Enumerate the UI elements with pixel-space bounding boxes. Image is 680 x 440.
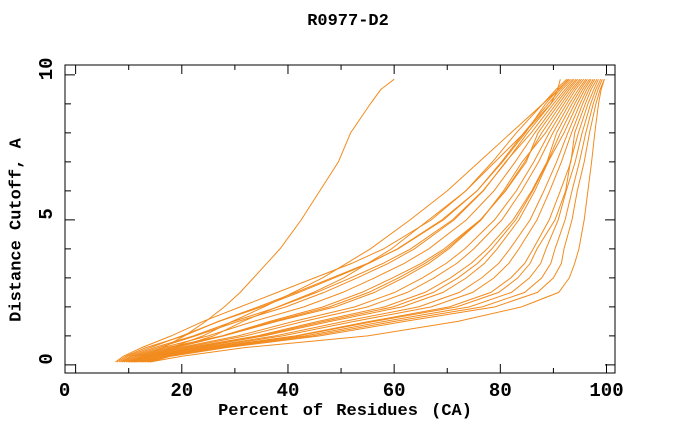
model-curve: [115, 78, 568, 363]
x-tick-label: 80: [489, 380, 512, 402]
y-tick-label: 10: [36, 57, 58, 80]
model-curve: [144, 78, 599, 363]
model-curve: [132, 78, 587, 363]
model-curve: [149, 79, 605, 363]
x-tick-label: 0: [59, 380, 70, 402]
model-curve: [123, 78, 577, 363]
x-tick-label: 20: [170, 380, 193, 402]
chart-title: R0977-D2: [307, 12, 389, 31]
model-curve: [149, 79, 605, 363]
y-tick-label: 0: [36, 353, 58, 364]
x-axis-label: Percent of Residues (CA): [218, 402, 472, 421]
model-curve: [128, 78, 395, 363]
model-curve: [139, 78, 594, 363]
model-curve: [148, 79, 603, 363]
model-curve: [120, 78, 573, 363]
y-axis-label: Distance Cutoff, A: [7, 138, 27, 322]
model-curve: [142, 78, 598, 363]
plot-frame: [64, 64, 616, 374]
model-curve: [146, 78, 602, 363]
model-curve: [133, 79, 561, 363]
x-tick-label: 40: [277, 380, 300, 402]
model-curve: [135, 78, 590, 363]
model-curve: [122, 78, 575, 363]
model-curve: [137, 78, 592, 363]
x-tick-label: 60: [383, 380, 406, 402]
model-curve: [130, 78, 585, 363]
model-curve: [141, 78, 596, 363]
model-curve: [131, 78, 569, 363]
model-curve: [134, 78, 588, 363]
y-tick-label: 5: [36, 208, 58, 219]
model-curve: [129, 78, 582, 363]
x-tick-label: 100: [589, 380, 623, 402]
model-curve: [118, 78, 571, 363]
